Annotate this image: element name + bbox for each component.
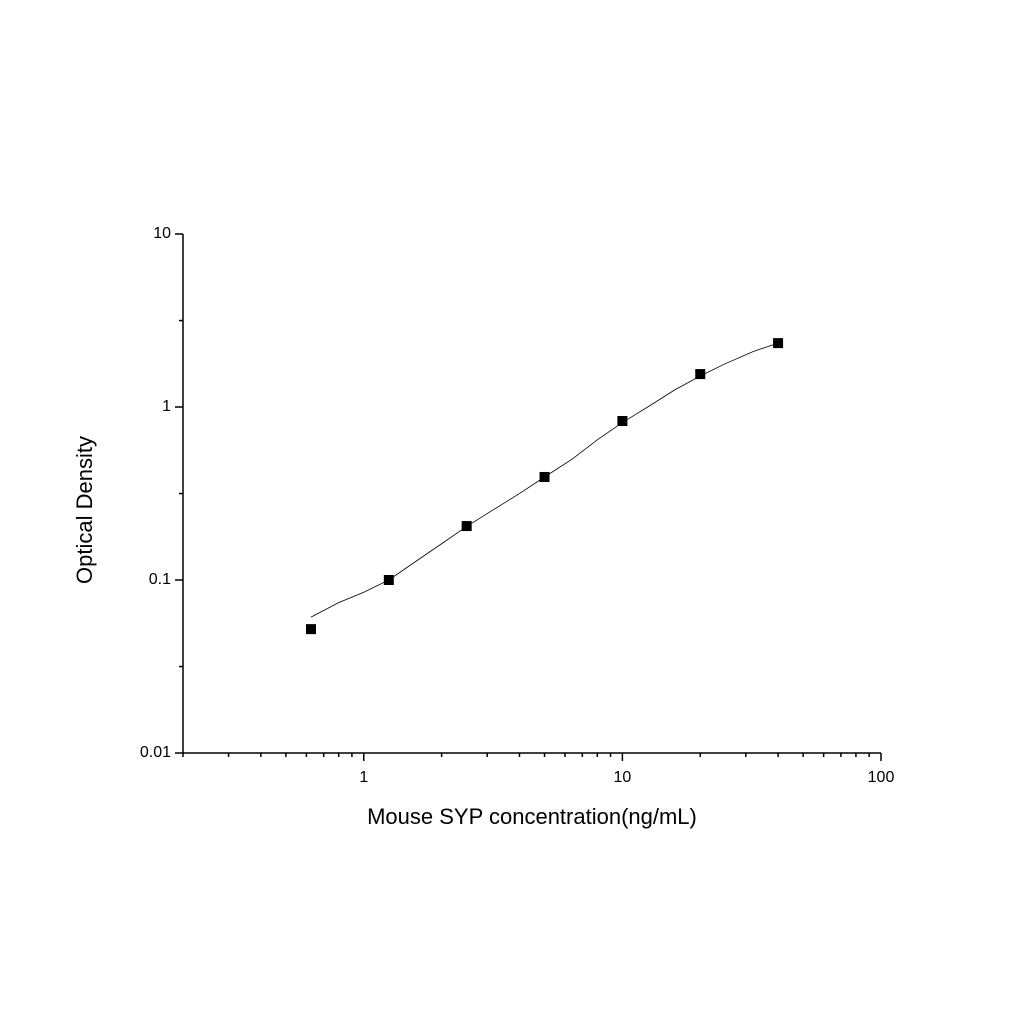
x-tick-label: 10 — [613, 769, 631, 786]
x-axis-title: Mouse SYP concentration(ng/mL) — [367, 804, 697, 829]
y-tick-label: 0.1 — [149, 571, 171, 588]
fit-curve — [310, 342, 779, 618]
y-tick-label: 10 — [153, 225, 171, 242]
x-tick-label: 100 — [868, 769, 895, 786]
point — [617, 415, 628, 426]
point — [695, 369, 706, 380]
y-axis-title: Optical Density — [72, 436, 97, 584]
x-tick-label: 1 — [359, 769, 368, 786]
y-tick-label: 1 — [162, 398, 171, 415]
y-tick-label: 0.01 — [140, 744, 171, 761]
point — [305, 624, 316, 635]
